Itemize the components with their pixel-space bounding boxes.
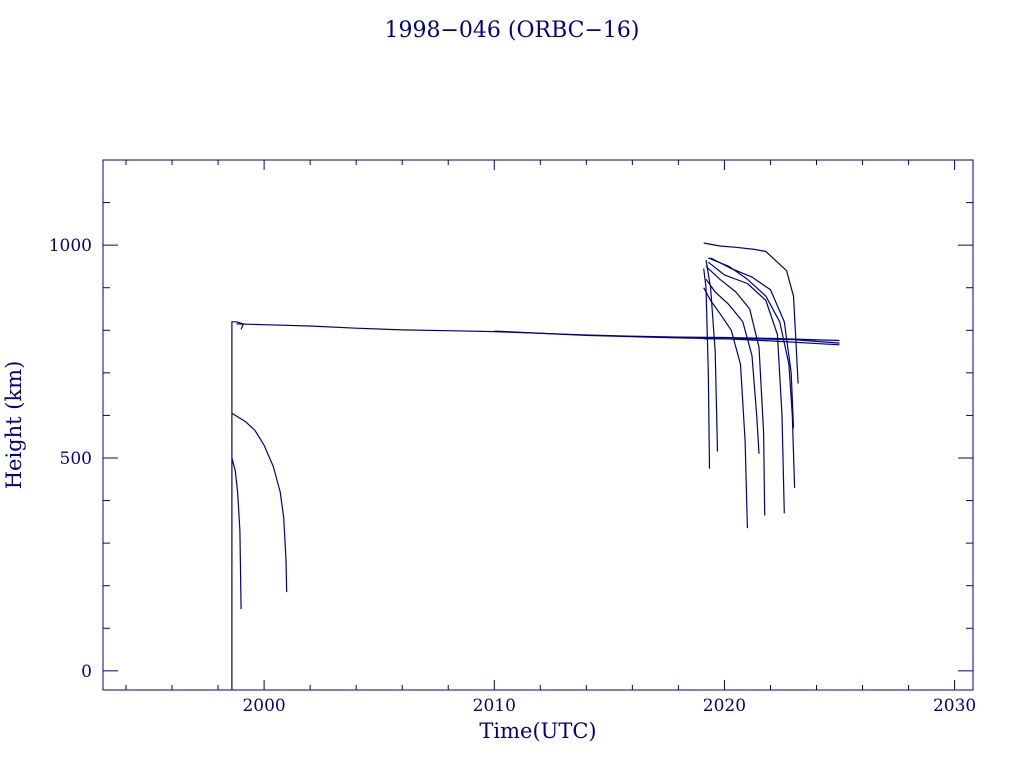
chart-title: 1998−046 (ORBC−16): [384, 18, 639, 43]
series-line: [707, 261, 785, 514]
series-line: [703, 242, 799, 384]
x-tick-label: 2000: [242, 696, 285, 716]
y-tick-label: 0: [81, 662, 92, 682]
y-tick-label: 1000: [49, 236, 92, 256]
axis-tick-labels: 2000 2010 2020 2030 0 500 1000: [49, 236, 976, 716]
series-line: [705, 278, 760, 454]
y-tick-label: 500: [60, 449, 92, 469]
series-line: [705, 265, 766, 516]
y-axis-label: Height (km): [2, 361, 26, 490]
series-layer: [231, 242, 840, 690]
series-line: [494, 330, 840, 346]
x-axis-label: Time(UTC): [479, 719, 596, 743]
x-tick-label: 2020: [703, 696, 746, 716]
series-line: [231, 321, 244, 690]
series-line: [231, 412, 288, 593]
series-line: [703, 287, 748, 529]
series-line: [703, 268, 711, 469]
series-line: [710, 257, 795, 429]
plot-frame: [102, 159, 974, 691]
series-line: [231, 457, 242, 610]
series-line: [708, 257, 796, 488]
x-tick-label: 2030: [933, 696, 976, 716]
series-line: [705, 259, 719, 452]
axis-ticks: [103, 159, 973, 690]
series-line: [703, 338, 840, 344]
series-line: [236, 323, 840, 342]
x-tick-label: 2010: [473, 696, 516, 716]
